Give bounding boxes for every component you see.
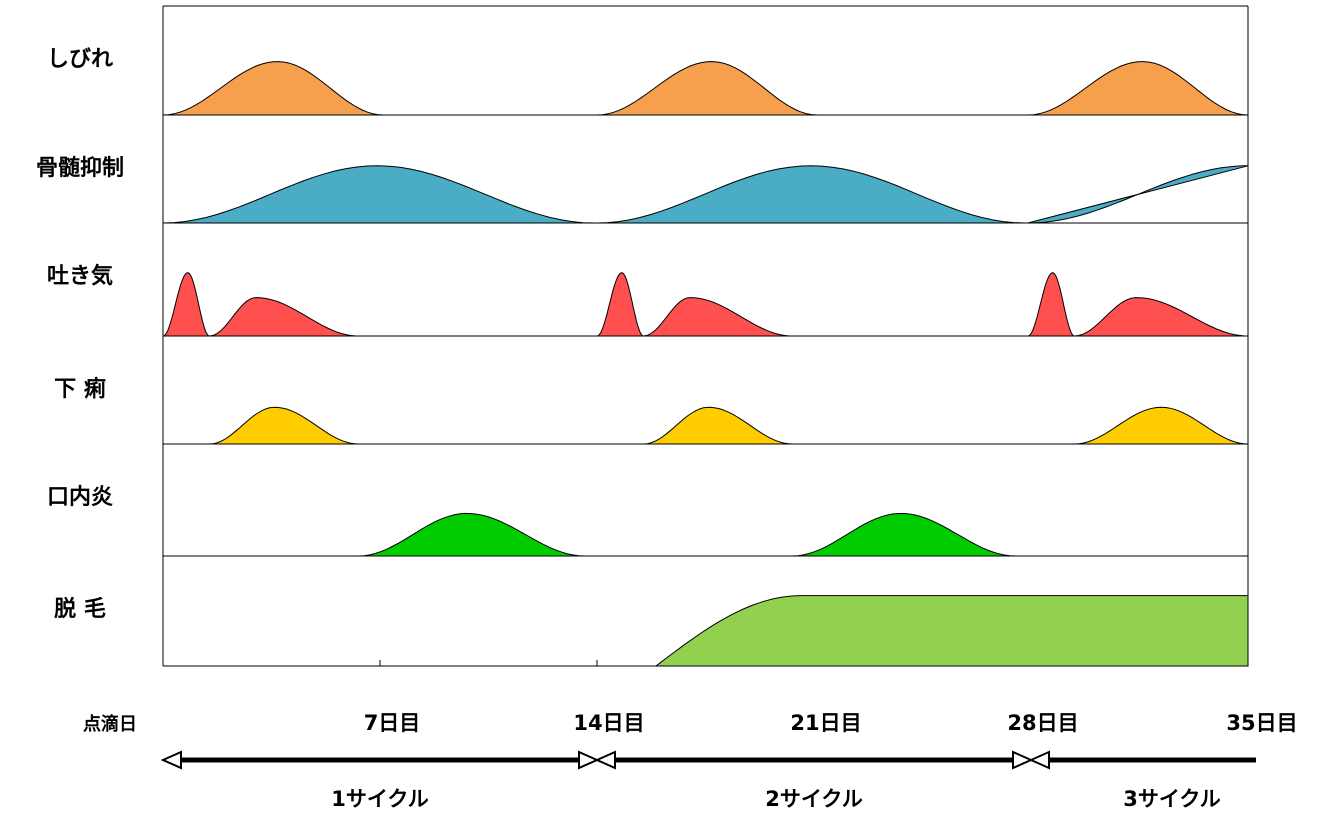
symptom-areas xyxy=(162,61,1249,667)
symptom-hump xyxy=(1027,61,1249,116)
cycle-arrow-right-head xyxy=(578,750,600,770)
row-label: 下 痢 xyxy=(54,376,106,402)
row-label: 吐き気 xyxy=(47,263,113,289)
x-tick-label: 28日目 xyxy=(1007,711,1078,735)
symptom-hump xyxy=(209,297,359,337)
cycle-label: 3サイクル xyxy=(1123,787,1221,811)
symptom-hump xyxy=(358,512,585,557)
cycle-arrow: 1サイクル xyxy=(160,750,600,811)
symptom-hump xyxy=(596,272,644,337)
symptom-row xyxy=(358,512,1016,557)
cycle-label: 2サイクル xyxy=(765,787,863,811)
cycle-arrows: 1サイクル 2サイクル 3サイクル xyxy=(160,750,1256,811)
x-tick-label: 21日目 xyxy=(790,711,861,735)
row-label: 脱 毛 xyxy=(54,597,106,622)
cycle-arrow-left-head xyxy=(160,750,182,770)
x-tick-label: 7日目 xyxy=(364,711,421,735)
cycle-arrow-left-head xyxy=(1028,750,1050,770)
symptom-hump xyxy=(1074,297,1249,337)
symptom-hump xyxy=(209,406,359,445)
symptom-hump xyxy=(596,165,1025,224)
symptom-row xyxy=(162,272,1249,337)
symptom-hump xyxy=(643,406,793,445)
symptom-hump xyxy=(1027,165,1249,224)
row-label: 口内炎 xyxy=(47,485,113,510)
symptom-hump xyxy=(792,513,1016,557)
symptom-hump xyxy=(162,272,210,337)
cycle-arrow: 2サイクル xyxy=(594,750,1034,811)
row-label: 骨髄抑制 xyxy=(36,155,124,181)
symptom-row xyxy=(209,406,1249,445)
x-ticks: 点滴日 7日目 14日目 21日目 28日目 35日目 xyxy=(83,660,1298,735)
symptom-hump xyxy=(162,165,594,224)
x-tick-label: 35日目 xyxy=(1226,711,1297,735)
x-tick-label: 14日目 xyxy=(573,711,644,735)
cycle-label: 1サイクル xyxy=(331,787,429,811)
symptom-hump xyxy=(596,61,818,116)
symptom-row xyxy=(654,595,1249,667)
symptom-row xyxy=(162,61,1249,116)
x-tick-label: 点滴日 xyxy=(83,713,137,735)
symptom-hump xyxy=(1027,272,1075,337)
symptom-hump xyxy=(643,297,793,337)
cycle-arrow: 3サイクル xyxy=(1028,750,1256,811)
row-label: しびれ xyxy=(47,47,113,72)
symptom-row xyxy=(162,165,1249,224)
symptom-hump xyxy=(162,61,384,116)
symptom-hump xyxy=(1074,406,1249,445)
cycle-arrow-right-head xyxy=(1012,750,1034,770)
cycle-arrow-left-head xyxy=(594,750,616,770)
symptom-plateau xyxy=(654,595,1249,667)
